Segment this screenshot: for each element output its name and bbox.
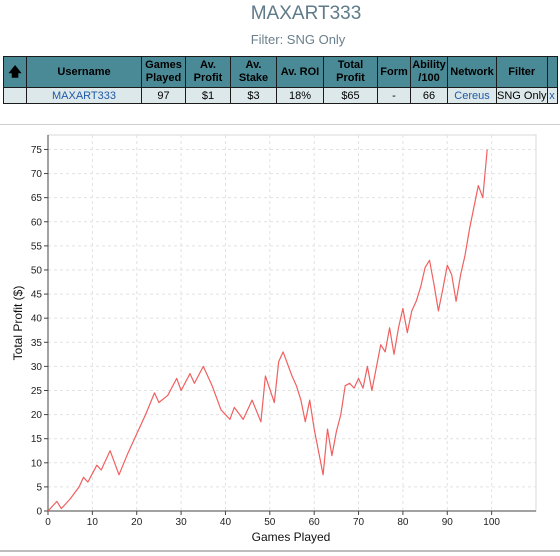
y-tick-label: 15 bbox=[31, 434, 43, 445]
chart-container: 0 10 20 30 40 50 60 70 80 90 100 0 5 10 15 20 25 30 35 40 45… bbox=[0, 124, 560, 551]
x-tick-label: 10 bbox=[87, 517, 99, 528]
y-tick-label: 10 bbox=[31, 458, 43, 469]
bottom-divider bbox=[0, 550, 560, 552]
network-link[interactable]: Cereus bbox=[447, 87, 497, 104]
x-tick-label: 50 bbox=[264, 517, 276, 528]
y-tick-label: 75 bbox=[31, 145, 43, 156]
table-header-row: 🡅 Username Games Played Av. Profit Av. S… bbox=[3, 56, 558, 88]
y-tick-label: 55 bbox=[31, 241, 43, 252]
col-games-played[interactable]: Games Played bbox=[141, 56, 186, 88]
x-tick-label: 90 bbox=[442, 517, 454, 528]
x-tick-label: 20 bbox=[131, 517, 143, 528]
col-form[interactable]: Form bbox=[377, 56, 411, 88]
username-link[interactable]: MAXART333 bbox=[26, 87, 142, 104]
x-tick-label: 40 bbox=[220, 517, 232, 528]
up-arrow-icon: 🡅 bbox=[8, 63, 22, 79]
col-remove bbox=[546, 56, 558, 88]
x-tick-label: 0 bbox=[45, 517, 51, 528]
x-tick-label: 60 bbox=[309, 517, 321, 528]
x-tick-label: 80 bbox=[397, 517, 409, 528]
col-total-profit[interactable]: Total Profit bbox=[323, 56, 378, 88]
y-tick-label: 65 bbox=[31, 193, 43, 204]
col-network[interactable]: Network bbox=[447, 56, 497, 88]
cell-av-profit: $1 bbox=[185, 87, 231, 104]
y-tick-label: 50 bbox=[31, 265, 43, 276]
col-filter[interactable]: Filter bbox=[496, 56, 548, 88]
y-tick-label: 0 bbox=[36, 507, 42, 518]
y-tick-label: 70 bbox=[31, 169, 43, 180]
cell-games-played: 97 bbox=[141, 87, 186, 104]
x-axis-label: Games Played bbox=[252, 530, 331, 544]
plot-area bbox=[47, 134, 537, 512]
table-row: MAXART333 97 $1 $3 18% $65 - 66 Cereus S… bbox=[3, 87, 558, 104]
col-ability[interactable]: Ability /100 bbox=[410, 56, 448, 88]
cell-av-stake: $3 bbox=[230, 87, 277, 104]
cell-av-roi: 18% bbox=[276, 87, 324, 104]
cell-form: - bbox=[377, 87, 411, 104]
remove-filter-button[interactable]: x bbox=[546, 87, 558, 104]
player-stats-table: 🡅 Username Games Played Av. Profit Av. S… bbox=[3, 56, 558, 104]
series-line bbox=[47, 149, 488, 512]
col-username[interactable]: Username bbox=[26, 56, 142, 88]
y-tick-label: 35 bbox=[31, 338, 43, 349]
col-av-stake[interactable]: Av. Stake bbox=[230, 56, 277, 88]
x-tick-label: 100 bbox=[483, 517, 500, 528]
profit-chart: 0 10 20 30 40 50 60 70 80 90 100 0 5 10 15 20 25 30 35 40 45… bbox=[11, 134, 537, 544]
cell-ability: 66 bbox=[410, 87, 448, 104]
y-tick-label: 20 bbox=[31, 410, 43, 421]
col-av-roi[interactable]: Av. ROI bbox=[276, 56, 324, 88]
y-tick-label: 40 bbox=[31, 314, 43, 325]
x-tick-label: 30 bbox=[176, 517, 188, 528]
y-axis-label: Total Profit ($) bbox=[11, 286, 25, 361]
y-tick-label: 45 bbox=[31, 290, 43, 301]
filter-subtitle: Filter: SNG Only bbox=[250, 32, 346, 47]
cell-empty bbox=[3, 87, 27, 104]
y-tick-label: 30 bbox=[31, 362, 43, 373]
col-av-profit[interactable]: Av. Profit bbox=[185, 56, 231, 88]
sort-button[interactable]: 🡅 bbox=[3, 56, 27, 88]
cell-filter: SNG Only bbox=[496, 87, 548, 104]
x-tick-label: 70 bbox=[353, 517, 365, 528]
y-tick-label: 5 bbox=[36, 482, 42, 493]
y-tick-label: 60 bbox=[31, 217, 43, 228]
cell-total-profit: $65 bbox=[323, 87, 378, 104]
page-title: MAXART333 bbox=[250, 3, 362, 24]
y-tick-label: 25 bbox=[31, 386, 43, 397]
